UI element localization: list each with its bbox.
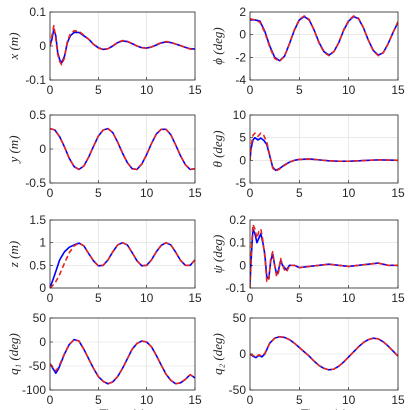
y-tick-label: -0.5	[25, 176, 46, 190]
y-tick-label: -2	[235, 50, 246, 64]
y-tick-label: 0	[239, 153, 246, 167]
x-tick-label: 10	[342, 186, 356, 200]
axes-frame	[249, 11, 399, 81]
y-tick-label: 50	[233, 311, 247, 325]
axes-frame	[49, 317, 196, 391]
y-tick-label: 1.5	[29, 213, 46, 227]
subplot-7: 0 5 10 15 -100 -50 0 50 q₁ (deg) Times(s)	[6, 311, 202, 410]
y-tick-label: 0	[239, 28, 246, 42]
x-tick-label: 0	[247, 291, 254, 305]
x-tick-label: 5	[296, 83, 303, 97]
y-axis-label: ψ (deg)	[210, 235, 225, 274]
y-tick-label: 50	[33, 311, 47, 325]
y-tick-label: -0.1	[225, 281, 246, 295]
x-tick-label: 0	[247, 186, 254, 200]
y-tick-label: 0	[39, 281, 46, 295]
y-tick-label: -50	[29, 359, 47, 373]
x-tick-label: 0	[47, 186, 54, 200]
x-tick-label: 0	[47, 83, 54, 97]
x-tick-label: 5	[95, 291, 102, 305]
reference-line	[250, 132, 398, 173]
plot-area	[50, 220, 195, 288]
x-tick-label: 15	[188, 186, 202, 200]
x-tick-label: 5	[296, 393, 303, 407]
y-axis-label: θ (deg)	[210, 130, 225, 167]
y-tick-label: 0.5	[29, 258, 46, 272]
x-tick-label: 10	[342, 83, 356, 97]
x-tick-label: 5	[296, 186, 303, 200]
x-tick-label: 5	[296, 291, 303, 305]
x-tick-label: 0	[47, 291, 54, 305]
x-axis-label: Times(s)	[99, 407, 145, 410]
y-axis-label: q₁ (deg)	[6, 333, 21, 375]
x-tick-label: 15	[188, 83, 202, 97]
y-tick-label: -50	[229, 383, 247, 397]
actual-line	[50, 127, 195, 171]
x-tick-label: 0	[247, 83, 254, 97]
axes-frame	[249, 219, 399, 289]
x-tick-label: 10	[140, 291, 154, 305]
x-tick-label: 5	[95, 186, 102, 200]
y-tick-label: 0	[39, 39, 46, 53]
y-tick-label: 0.5	[29, 108, 46, 122]
subplot-5: 0 5 10 15 0 0.5 1 1.5 z (m)	[6, 213, 202, 305]
plot-area	[250, 220, 398, 288]
subplot-6: 0 5 10 15-0.100.10.2ψ (deg)	[210, 213, 405, 305]
x-tick-label: 0	[47, 393, 54, 407]
plot-area	[50, 318, 195, 390]
y-tick-label: -0.1	[25, 73, 46, 87]
x-tick-label: 10	[140, 393, 154, 407]
x-tick-label: 5	[95, 83, 102, 97]
reference-line	[250, 15, 398, 63]
x-tick-label: 15	[391, 393, 405, 407]
x-tick-label: 10	[140, 83, 154, 97]
plot-area	[250, 115, 398, 183]
y-tick-label: 0.2	[229, 213, 246, 227]
y-tick-label: 0	[239, 258, 246, 272]
y-tick-label: 10	[233, 108, 247, 122]
plot-area	[250, 12, 398, 80]
subplot-2: 0 5 10 15 -4 -2 0 2 ϕ (deg)	[210, 5, 405, 97]
reference-line	[250, 335, 398, 371]
reference-line	[50, 338, 195, 385]
y-axis-label: q₂ (deg)	[210, 333, 225, 375]
y-axis-label: ϕ (deg)	[210, 27, 225, 64]
reference-line	[250, 223, 398, 288]
y-tick-label: 0	[39, 335, 46, 349]
y-axis-label: y (m)	[6, 135, 21, 164]
y-tick-label: 1	[39, 236, 46, 250]
x-tick-label: 15	[188, 393, 202, 407]
x-axis-label: Times(s)	[301, 407, 347, 410]
x-tick-label: 15	[188, 291, 202, 305]
y-tick-label: 5	[239, 131, 246, 145]
x-tick-label: 10	[342, 393, 356, 407]
y-tick-label: 0	[239, 347, 246, 361]
y-tick-label: 0	[39, 142, 46, 156]
x-tick-label: 15	[391, 291, 405, 305]
x-tick-label: 15	[391, 186, 405, 200]
x-tick-label: 10	[140, 186, 154, 200]
y-axis-label: x (m)	[6, 32, 21, 60]
y-tick-label: 2	[239, 5, 246, 19]
y-tick-label: 0.1	[29, 5, 46, 19]
subplot-3: 0 5 10 15-0.500.5y (m)	[6, 108, 202, 200]
x-tick-label: 10	[342, 291, 356, 305]
x-tick-label: 5	[95, 393, 102, 407]
y-tick-label: 0.1	[229, 236, 246, 250]
y-tick-label: -4	[235, 73, 246, 87]
axes-frame	[49, 219, 196, 289]
y-tick-label: -100	[22, 383, 46, 397]
y-tick-label: -5	[235, 176, 246, 190]
subplot-1: 0 5 10 15-0.100.1x (m)	[6, 5, 202, 97]
reference-line	[50, 24, 195, 66]
axes-frame	[249, 114, 399, 184]
reference-line	[50, 241, 195, 288]
x-tick-label: 0	[247, 393, 254, 407]
y-axis-label: z (m)	[6, 241, 21, 268]
x-tick-label: 15	[391, 83, 405, 97]
